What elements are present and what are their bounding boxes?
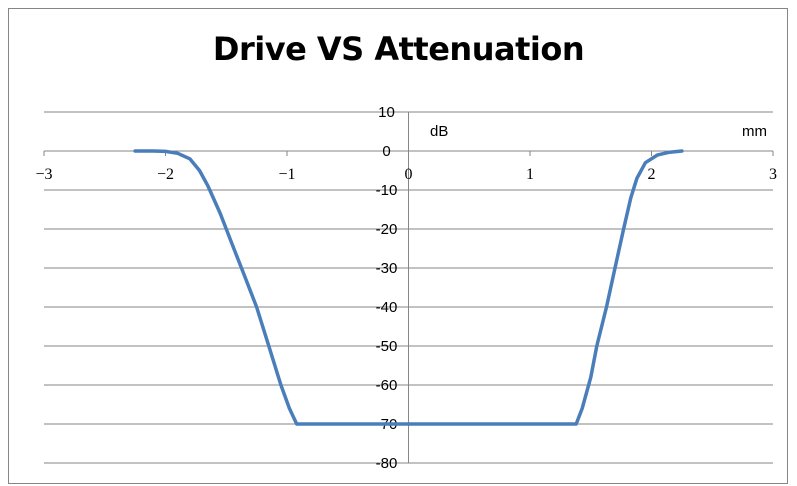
y-tick-label-3: -20 <box>376 221 398 238</box>
x-tick-label-4: 1 <box>526 166 534 183</box>
x-tick-label-0: −3 <box>35 166 52 183</box>
y-tick-label-9: -80 <box>376 455 398 472</box>
y-tick-label-1: 0 <box>382 143 390 160</box>
x-tick-label-1: −2 <box>157 166 174 183</box>
y-tick-label-2: -10 <box>376 182 398 199</box>
y-tick-label-5: -40 <box>376 299 398 316</box>
chart-frame <box>8 8 788 484</box>
x-tick-label-6: 3 <box>769 166 777 183</box>
y-tick-label-7: -60 <box>376 377 398 394</box>
x-tick-label-3: 0 <box>405 166 413 183</box>
x-axis-unit-label: mm <box>742 123 767 140</box>
y-tick-label-4: -30 <box>376 260 398 277</box>
y-tick-label-0: 10 <box>378 104 395 121</box>
series-line-0 <box>133 149 684 426</box>
y-tick-label-6: -50 <box>376 338 398 355</box>
chart-title: Drive VS Attenuation <box>212 30 585 68</box>
series-layer <box>133 149 684 426</box>
axes <box>43 111 774 464</box>
x-tick-label-2: −1 <box>278 166 295 183</box>
y-axis-unit-label: dB <box>430 123 448 140</box>
x-tick-label-5: 2 <box>648 166 656 183</box>
